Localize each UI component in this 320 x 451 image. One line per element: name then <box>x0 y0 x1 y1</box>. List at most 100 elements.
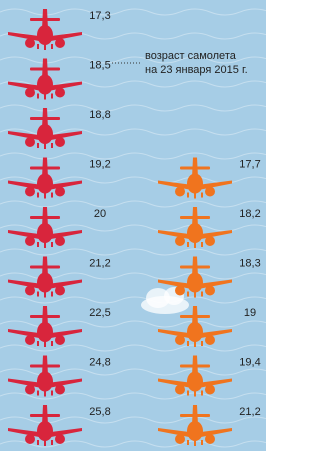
plane-engine <box>25 286 35 296</box>
plane-stabilizer <box>30 414 60 417</box>
plane-gear <box>44 94 46 100</box>
plane-gear <box>37 341 39 346</box>
plane-engine <box>25 137 35 147</box>
plane-gear <box>51 440 53 445</box>
age-label: 19 <box>244 307 256 319</box>
plane-fuselage <box>187 174 203 194</box>
plane-gear <box>194 341 196 347</box>
plane-gear <box>51 391 53 396</box>
plane-engine <box>175 187 185 197</box>
plane-engine <box>55 385 65 395</box>
plane-fuselage <box>187 421 203 441</box>
plane-stabilizer <box>30 117 60 120</box>
plane-engine <box>25 385 35 395</box>
plane-engine <box>205 335 215 345</box>
plane-gear <box>37 242 39 247</box>
plane-engine <box>25 187 35 197</box>
plane-gear <box>187 292 189 297</box>
plane-gear <box>187 193 189 198</box>
plane-gear <box>37 292 39 297</box>
plane-gear <box>51 44 53 49</box>
plane-stabilizer <box>180 216 210 219</box>
plane-engine <box>25 335 35 345</box>
annotation-line: на 23 января 2015 г. <box>145 64 248 76</box>
plane-gear <box>187 391 189 396</box>
age-label: 19,2 <box>89 159 110 171</box>
plane-engine <box>175 385 185 395</box>
plane-gear <box>51 94 53 99</box>
plane-stabilizer <box>30 18 60 21</box>
plane-gear <box>194 242 196 248</box>
plane-gear <box>44 391 46 397</box>
plane-engine <box>25 88 35 98</box>
plane-stabilizer <box>180 315 210 318</box>
plane-gear <box>37 94 39 99</box>
plane-gear <box>201 391 203 396</box>
plane-gear <box>201 341 203 346</box>
plane-gear <box>44 44 46 50</box>
plane-fuselage <box>37 25 53 45</box>
plane-stabilizer <box>180 266 210 269</box>
plane-engine <box>205 434 215 444</box>
plane-stabilizer <box>30 167 60 170</box>
plane-gear <box>51 193 53 198</box>
plane-stabilizer <box>180 365 210 368</box>
plane-fuselage <box>187 273 203 293</box>
plane-stabilizer <box>30 216 60 219</box>
plane-engine <box>205 236 215 246</box>
plane-engine <box>55 88 65 98</box>
plane-stabilizer <box>30 266 60 269</box>
plane-fuselage <box>37 421 53 441</box>
plane-gear <box>201 292 203 297</box>
plane-engine <box>25 236 35 246</box>
plane-stabilizer <box>30 315 60 318</box>
plane-gear <box>37 440 39 445</box>
plane-gear <box>44 440 46 446</box>
plane-gear <box>194 440 196 446</box>
plane-stabilizer <box>30 68 60 71</box>
plane-gear <box>187 440 189 445</box>
annotation-line: возраст самолета <box>145 50 237 62</box>
plane-fuselage <box>187 372 203 392</box>
plane-gear <box>51 242 53 247</box>
age-label: 18,8 <box>89 109 110 121</box>
plane-gear <box>187 341 189 346</box>
plane-engine <box>55 286 65 296</box>
plane-fuselage <box>37 372 53 392</box>
plane-gear <box>44 242 46 248</box>
plane-gear <box>201 440 203 445</box>
age-label: 17,3 <box>89 10 110 22</box>
plane-engine <box>175 236 185 246</box>
plane-gear <box>51 143 53 148</box>
plane-gear <box>51 341 53 346</box>
age-label: 25,8 <box>89 406 110 418</box>
age-label: 18,3 <box>239 258 260 270</box>
plane-gear <box>201 193 203 198</box>
plane-engine <box>205 187 215 197</box>
plane-fuselage <box>37 174 53 194</box>
plane-stabilizer <box>30 365 60 368</box>
plane-fuselage <box>37 273 53 293</box>
plane-gear <box>187 242 189 247</box>
plane-gear <box>44 292 46 298</box>
plane-engine <box>55 137 65 147</box>
plane-fuselage <box>187 223 203 243</box>
plane-gear <box>37 193 39 198</box>
plane-engine <box>55 335 65 345</box>
plane-gear <box>37 44 39 49</box>
age-label: 21,2 <box>89 258 110 270</box>
age-label: 18,5 <box>89 60 110 72</box>
plane-engine <box>205 385 215 395</box>
age-label: 21,2 <box>239 406 260 418</box>
plane-gear <box>44 341 46 347</box>
plane-fuselage <box>37 223 53 243</box>
age-label: 20 <box>94 208 106 220</box>
plane-engine <box>175 434 185 444</box>
plane-gear <box>51 292 53 297</box>
plane-gear <box>201 242 203 247</box>
plane-engine <box>55 38 65 48</box>
age-label: 22,5 <box>89 307 110 319</box>
plane-fuselage <box>37 322 53 342</box>
plane-stabilizer <box>180 167 210 170</box>
plane-engine <box>55 434 65 444</box>
